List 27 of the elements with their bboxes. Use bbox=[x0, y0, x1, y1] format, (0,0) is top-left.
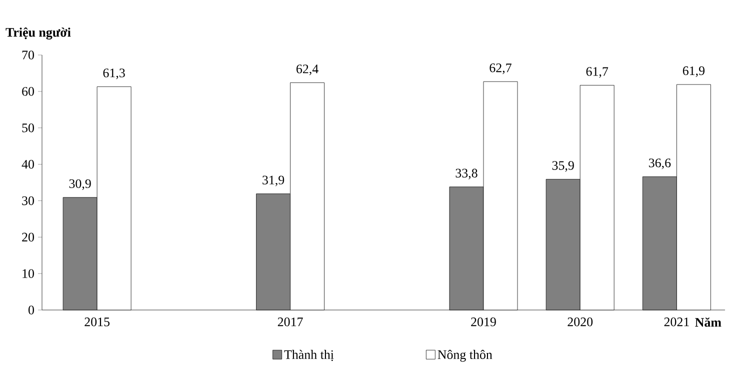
legend-label: Thành thị bbox=[284, 350, 334, 362]
x-tick-label: 2015 bbox=[84, 318, 110, 326]
x-tick-label: 2019 bbox=[471, 318, 496, 326]
y-axis-title: Triệu người bbox=[6, 27, 71, 40]
y-tick-label: 50 bbox=[22, 123, 34, 132]
legend-label: Nông thôn bbox=[438, 350, 492, 362]
x-tick-label: 2017 bbox=[278, 318, 303, 326]
y-tick-label: 10 bbox=[22, 269, 34, 278]
data-label: 62,4 bbox=[296, 64, 318, 76]
data-label: 33,8 bbox=[456, 168, 478, 180]
data-label: 30,9 bbox=[69, 179, 91, 190]
data-label: 61,9 bbox=[682, 66, 705, 77]
data-label: 31,9 bbox=[262, 176, 284, 186]
data-label: 62,7 bbox=[490, 64, 512, 74]
data-label: 35,9 bbox=[552, 161, 574, 172]
y-tick-label: 0 bbox=[28, 306, 34, 314]
data-label: 61,3 bbox=[103, 68, 125, 80]
data-label: 36,6 bbox=[649, 158, 671, 170]
y-tick-label: 20 bbox=[22, 232, 34, 242]
y-tick-label: 40 bbox=[22, 160, 34, 169]
y-tick-label: 30 bbox=[22, 196, 34, 206]
y-tick-label: 60 bbox=[22, 87, 34, 96]
y-tick-label: 70 bbox=[22, 50, 34, 60]
x-tick-label: 2020 bbox=[568, 318, 593, 326]
x-tick-label: 2021 bbox=[664, 318, 689, 326]
x-axis-title: Năm bbox=[695, 318, 722, 327]
data-label: 61,7 bbox=[586, 67, 608, 78]
